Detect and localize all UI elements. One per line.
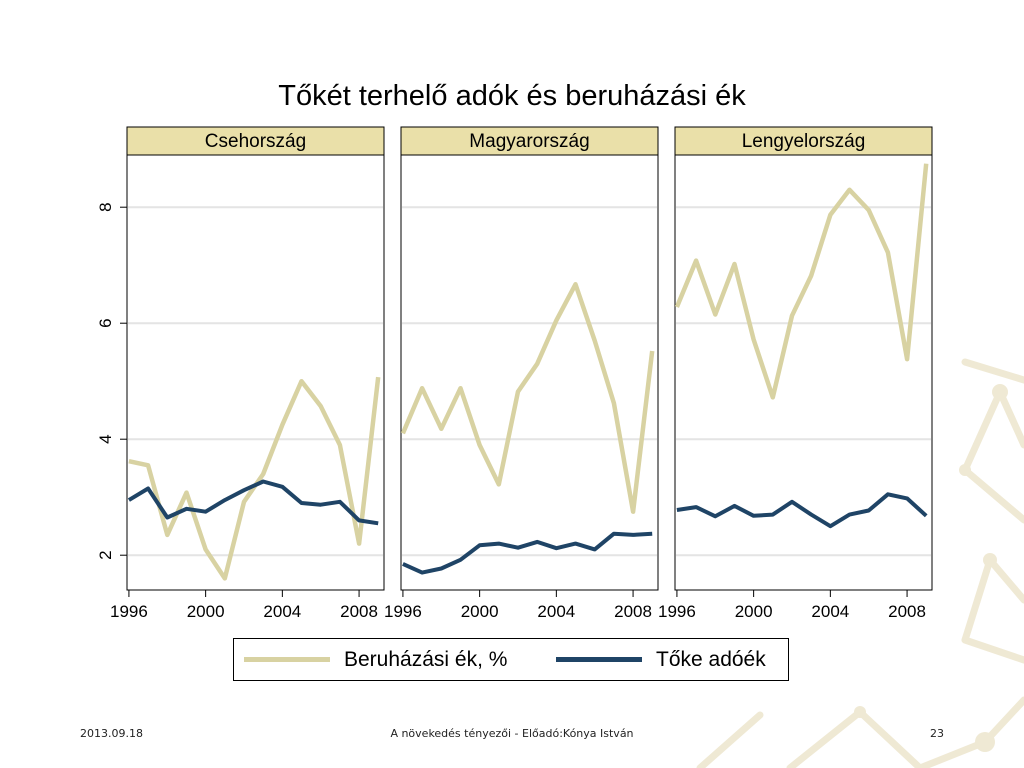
footer-date: 2013.09.18 <box>80 727 143 740</box>
x-tick-label: 1996 <box>384 602 422 621</box>
y-tick-label: 4 <box>96 434 115 443</box>
y-tick-label: 2 <box>96 550 115 559</box>
legend-item-investment-wedge: Beruházási ék, % <box>244 639 507 680</box>
panel-header-csehorszag <box>126 126 385 156</box>
chart-title: Tőkét terhelő adók és beruházási ék <box>278 80 746 112</box>
page-number: 23 <box>930 727 944 740</box>
series-line-beruhazasi-ek-lengyelorszag <box>674 163 929 400</box>
x-tick-label: 2000 <box>735 602 773 621</box>
x-tick-label: 2004 <box>811 602 849 621</box>
panel-title-magyarorszag: Magyarország <box>469 131 589 152</box>
x-tick-label: 2000 <box>461 602 499 621</box>
x-tick-label: 2000 <box>187 602 225 621</box>
panel-header-lengyelorszag <box>674 126 933 156</box>
x-tick-label: 2004 <box>537 602 575 621</box>
x-tick-label: 2004 <box>263 602 301 621</box>
x-tick-label: 2008 <box>340 602 378 621</box>
legend-label-capital-tax-wedge: Tőke adóék <box>656 647 766 671</box>
panel-title-lengyelorszag: Lengyelország <box>742 131 866 152</box>
x-tick-label: 1996 <box>658 602 696 621</box>
panel-header-magyarorszag <box>400 126 659 156</box>
x-tick-label: 2008 <box>614 602 652 621</box>
series-line-beruhazasi-ek-magyarorszag <box>400 282 655 514</box>
series-line-toke-adoek-magyarorszag <box>402 531 653 575</box>
y-tick-label: 8 <box>96 202 115 211</box>
x-tick-label: 2008 <box>888 602 926 621</box>
series-line-toke-adoek-lengyelorszag <box>676 492 928 529</box>
legend-item-capital-tax-wedge: Tőke adóék <box>556 639 766 680</box>
legend-swatch-investment-wedge <box>244 657 330 662</box>
chart-legend: Beruházási ék, % Tőke adóék <box>233 638 789 681</box>
legend-swatch-capital-tax-wedge <box>556 657 642 662</box>
footer-presenter: A növekedés tényezői - Előadó:Kónya Istv… <box>390 727 634 740</box>
panel-title-csehorszag: Csehország <box>205 131 306 152</box>
panel-plot-lengyelorszag <box>674 154 933 591</box>
legend-label-investment-wedge: Beruházási ék, % <box>344 647 508 671</box>
panel-plot-magyarorszag <box>400 154 659 591</box>
series-line-toke-adoek-csehorszag <box>127 479 379 526</box>
y-tick-label: 6 <box>96 318 115 327</box>
x-tick-label: 1996 <box>110 602 148 621</box>
